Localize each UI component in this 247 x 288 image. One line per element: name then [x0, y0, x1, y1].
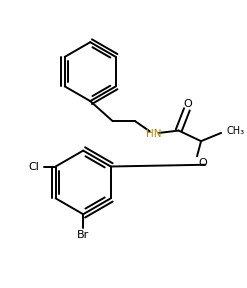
- Text: O: O: [184, 99, 192, 109]
- Text: Cl: Cl: [28, 162, 39, 172]
- Text: HN: HN: [146, 129, 162, 139]
- Text: O: O: [198, 158, 207, 168]
- Text: CH₃: CH₃: [227, 126, 245, 136]
- Text: Br: Br: [77, 230, 89, 240]
